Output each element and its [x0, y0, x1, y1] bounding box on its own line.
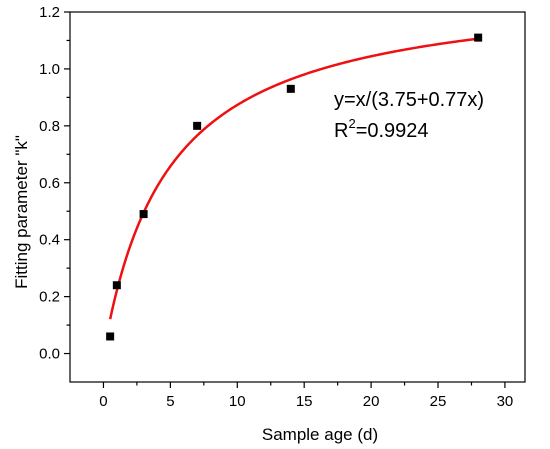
- y-tick-label: 0.4: [39, 232, 60, 249]
- x-tick-label: 15: [296, 393, 313, 410]
- r-squared-exponent: 2: [348, 116, 355, 131]
- r-squared-symbol: R: [334, 120, 348, 142]
- x-tick-label: 25: [430, 393, 447, 410]
- y-tick-label: 0.2: [39, 289, 60, 306]
- x-tick-label: 20: [363, 393, 380, 410]
- x-tick-label: 30: [497, 393, 514, 410]
- x-tick-label: 0: [99, 393, 107, 410]
- y-tick-label: 1.0: [39, 61, 60, 78]
- y-tick-label: 0.8: [39, 118, 60, 135]
- data-point: [139, 210, 148, 219]
- data-point: [106, 332, 115, 341]
- axes-frame: [69, 11, 526, 383]
- fit-curve: [108, 37, 479, 320]
- data-point: [193, 121, 202, 130]
- fit-equation-annotation: y=x/(3.75+0.77x): [334, 89, 484, 111]
- y-tick-label: 0.0: [39, 346, 60, 363]
- y-axis-ticks: 0.0 0.2 0.4 0.6 0.8 1.0 1.2: [39, 4, 70, 363]
- data-point: [286, 84, 295, 93]
- r-squared-annotation: R2=0.9924: [334, 116, 429, 142]
- r-squared-value: =0.9924: [356, 120, 429, 142]
- x-tick-label: 10: [229, 393, 246, 410]
- x-tick-label: 5: [166, 393, 174, 410]
- fit-curve-layer: [108, 37, 479, 320]
- x-axis-label: Sample age (d): [262, 425, 378, 444]
- y-axis-label: Fitting parameter "k": [12, 135, 31, 289]
- data-point: [112, 281, 121, 290]
- y-tick-label: 1.2: [39, 4, 60, 21]
- y-tick-label: 0.6: [39, 175, 60, 192]
- data-point: [474, 33, 483, 42]
- plot-area-border: [69, 11, 526, 383]
- data-points-layer: [106, 33, 483, 341]
- x-axis-ticks: 0 5 10 15 20 25 30: [99, 382, 513, 410]
